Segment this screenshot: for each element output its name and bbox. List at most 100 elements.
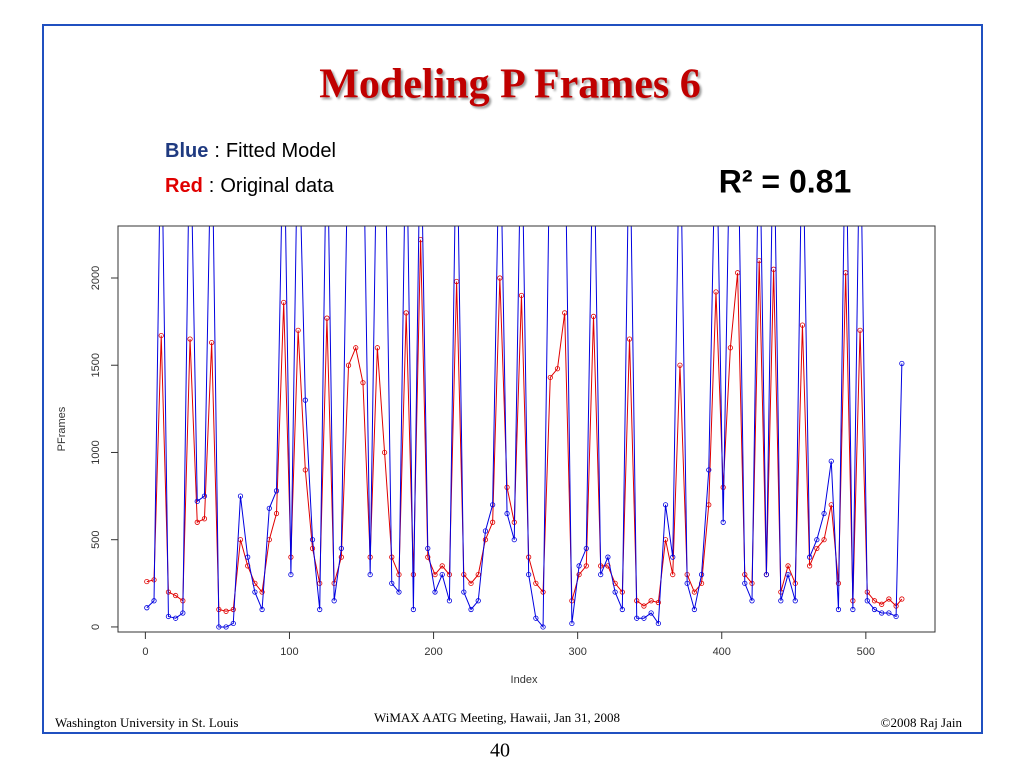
data-point — [237, 493, 244, 499]
footer-center: WiMAX AATG Meeting, Hawaii, Jan 31, 2008 — [374, 710, 620, 725]
data-point — [569, 620, 575, 627]
data-point — [302, 397, 308, 403]
data-point — [338, 545, 344, 552]
data-point — [396, 589, 402, 595]
data-point — [698, 571, 705, 578]
legend-separator: : — [209, 175, 215, 197]
data-point — [173, 592, 179, 599]
data-point — [403, 310, 409, 316]
data-point — [273, 510, 280, 517]
data-point — [151, 598, 157, 604]
data-point — [771, 101, 775, 105]
data-point — [526, 571, 532, 578]
legend-entry: Blue: Fitted Model — [165, 140, 336, 162]
page-number: 40 — [490, 740, 510, 762]
y-tick-label: 1500 — [90, 353, 102, 377]
data-point — [720, 484, 726, 490]
data-point — [835, 606, 842, 613]
data-point — [188, 101, 192, 105]
data-point — [821, 510, 827, 517]
x-tick-label: 100 — [280, 646, 298, 658]
data-point — [886, 610, 892, 616]
data-point — [223, 608, 229, 614]
data-point — [230, 620, 236, 627]
plot-frame — [117, 225, 936, 633]
data-point — [439, 563, 445, 569]
data-point — [879, 610, 885, 616]
data-point — [662, 502, 669, 508]
y-tick-label: 2000 — [90, 266, 102, 290]
data-point — [899, 360, 905, 367]
data-point — [209, 101, 213, 105]
data-point — [598, 571, 604, 578]
data-point — [374, 345, 380, 351]
data-point — [547, 374, 553, 381]
y-tick-label: 500 — [90, 531, 102, 549]
data-point — [482, 537, 489, 543]
data-point — [533, 615, 539, 621]
x-tick-label: 200 — [424, 646, 442, 658]
data-point — [670, 571, 676, 578]
data-point — [144, 605, 150, 611]
data-point — [757, 101, 761, 105]
data-point — [886, 596, 892, 602]
data-point — [295, 327, 301, 333]
data-point — [605, 554, 611, 560]
data-point — [857, 327, 863, 333]
data-point — [194, 498, 200, 504]
data-point — [879, 601, 885, 607]
legend-key: Red — [165, 175, 203, 197]
x-tick-label: 500 — [857, 646, 875, 658]
r-squared: R² = 0.81 — [719, 163, 852, 199]
data-point — [763, 571, 770, 578]
data-point — [158, 332, 164, 339]
footer-left: Washington University in St. Louis — [55, 715, 238, 730]
data-point — [814, 545, 820, 552]
data-point — [497, 275, 503, 281]
data-point — [187, 336, 193, 342]
data-point — [266, 505, 272, 511]
data-point — [381, 449, 388, 456]
data-point — [180, 610, 186, 616]
data-point — [490, 519, 496, 525]
data-point — [288, 571, 294, 578]
data-point — [807, 554, 813, 560]
data-point — [281, 299, 287, 306]
data-point — [324, 315, 330, 321]
data-point — [893, 613, 899, 620]
legend-separator: : — [214, 140, 220, 162]
data-point — [799, 322, 806, 328]
data-point — [648, 598, 654, 604]
data-point — [432, 589, 438, 595]
data-point — [173, 615, 179, 621]
data-point — [742, 580, 748, 586]
data-point — [317, 606, 323, 613]
data-point — [490, 502, 496, 508]
data-point — [655, 620, 661, 627]
data-point — [792, 598, 798, 604]
data-point — [360, 380, 366, 386]
data-point — [468, 580, 474, 586]
y-axis-label: PFrames — [56, 406, 68, 451]
series-line — [146, 226, 903, 629]
slide-title: Modeling P Frames 6 — [319, 62, 700, 108]
data-point — [864, 598, 870, 604]
data-point — [439, 571, 445, 578]
data-point — [814, 537, 820, 543]
data-point — [706, 467, 712, 473]
data-point — [144, 578, 150, 585]
data-point — [576, 563, 582, 569]
data-point — [843, 101, 847, 105]
data-point — [554, 366, 561, 372]
data-point — [201, 516, 208, 522]
data-point — [446, 598, 453, 604]
y-tick-label: 1000 — [90, 440, 102, 464]
data-point — [858, 101, 862, 105]
data-point — [735, 101, 739, 105]
data-point — [713, 289, 719, 295]
data-point — [533, 580, 539, 586]
data-point — [259, 589, 265, 595]
footer-right: ©2008 Raj Jain — [881, 715, 963, 730]
